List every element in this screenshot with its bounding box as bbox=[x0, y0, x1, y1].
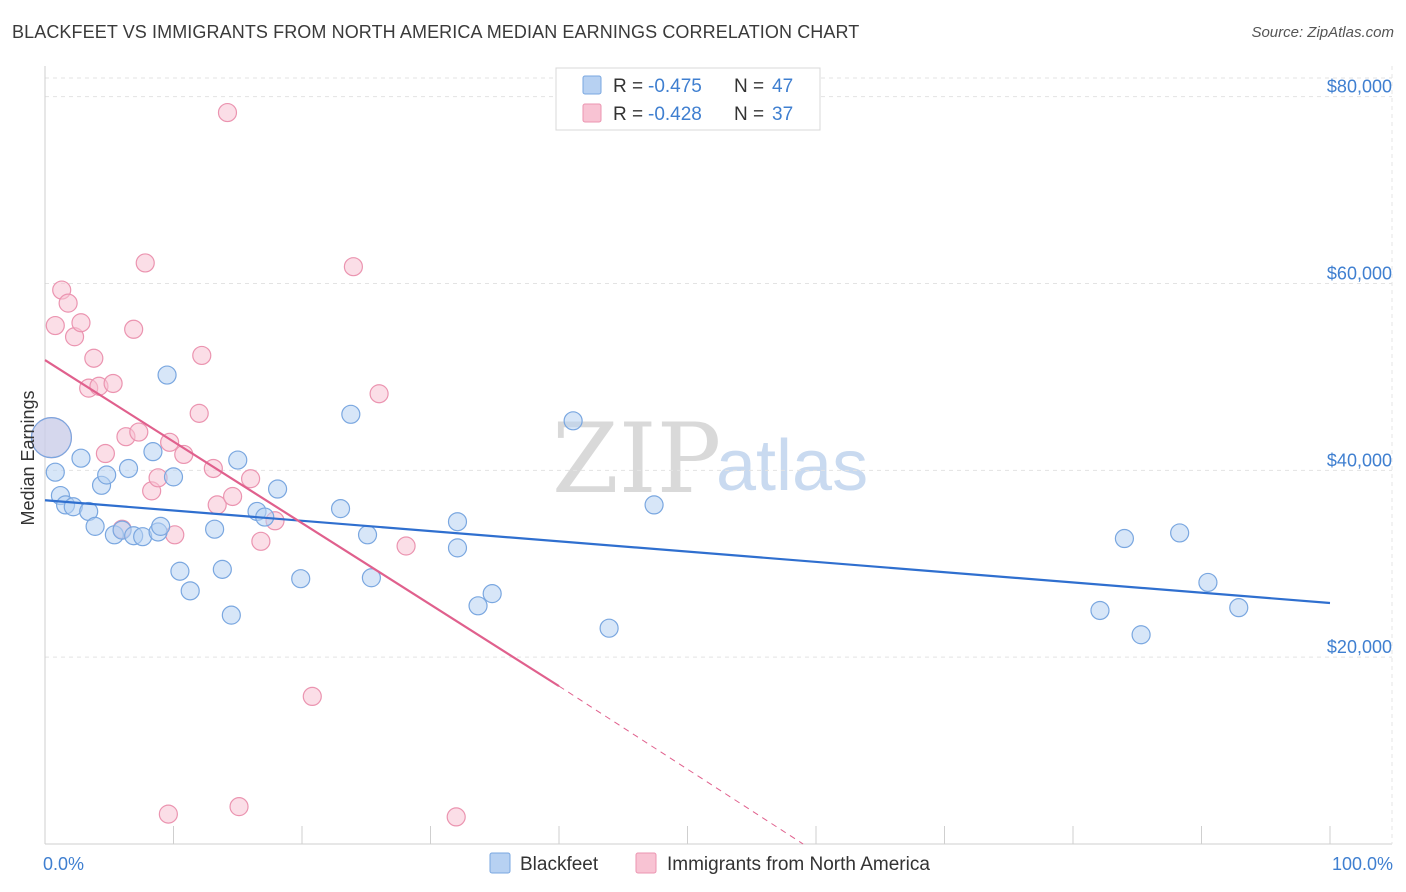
data-point-blackfeet bbox=[267, 479, 288, 499]
data-point-immigrants bbox=[58, 293, 78, 313]
bottom-legend-blackfeet: Blackfeet bbox=[520, 854, 599, 875]
trend-line-immigrants-extension bbox=[558, 685, 804, 845]
data-point-blackfeet bbox=[205, 519, 225, 539]
data-point-blackfeet bbox=[1131, 625, 1151, 645]
data-point-blackfeet bbox=[341, 404, 361, 424]
legend-r-label: R = bbox=[613, 104, 643, 125]
data-point-blackfeet bbox=[1170, 523, 1190, 543]
data-point-blackfeet bbox=[330, 499, 351, 519]
y-tick-label: $60,000 bbox=[1327, 264, 1392, 284]
data-point-blackfeet bbox=[468, 596, 488, 616]
blue-series-points bbox=[30, 365, 1249, 645]
data-point-immigrants bbox=[124, 319, 144, 339]
data-point-immigrants bbox=[343, 257, 363, 277]
x-tick-label: 0.0% bbox=[43, 854, 84, 874]
data-point-blackfeet bbox=[212, 559, 232, 579]
data-point-blackfeet bbox=[599, 618, 619, 638]
data-point-immigrants bbox=[135, 253, 155, 273]
data-point-blackfeet bbox=[1114, 528, 1135, 549]
legend-r-blue: -0.475 bbox=[648, 76, 702, 97]
data-point-immigrants bbox=[192, 345, 212, 366]
data-point-immigrants bbox=[241, 469, 261, 489]
source-label: Source: ZipAtlas.com bbox=[1251, 24, 1394, 41]
trend-lines bbox=[44, 359, 1331, 845]
x-tick-label: 100.0% bbox=[1332, 854, 1393, 874]
data-point-blackfeet bbox=[180, 581, 200, 601]
gridlines bbox=[45, 77, 1392, 658]
data-point-immigrants bbox=[95, 443, 115, 464]
legend-swatch-pink bbox=[582, 103, 602, 123]
data-point-blackfeet bbox=[291, 569, 311, 589]
legend-n-blue: 47 bbox=[772, 76, 793, 97]
data-point-blackfeet bbox=[143, 442, 163, 462]
data-point-immigrants bbox=[45, 315, 65, 336]
watermark: ZIP atlas bbox=[552, 403, 868, 515]
series-legend: Blackfeet Immigrants from North America bbox=[489, 852, 930, 875]
data-point-immigrants bbox=[189, 403, 209, 423]
bottom-legend-swatch-blue bbox=[489, 852, 511, 874]
data-point-immigrants bbox=[217, 102, 238, 123]
y-tick-label: $80,000 bbox=[1327, 77, 1392, 97]
legend-swatch-blue bbox=[582, 75, 602, 95]
axis-ticks: $20,000 $40,000 $60,000 $80,000 0.0% 100.0% bbox=[43, 77, 1393, 874]
data-point-immigrants bbox=[229, 797, 249, 817]
legend-r-label: R = bbox=[613, 76, 643, 97]
data-point-blackfeet bbox=[85, 516, 105, 536]
data-point-blackfeet bbox=[228, 450, 248, 470]
chart-title: BLACKFEET VS IMMIGRANTS FROM NORTH AMERI… bbox=[12, 22, 860, 42]
data-point-blackfeet bbox=[447, 538, 468, 558]
watermark-atlas: atlas bbox=[716, 426, 868, 506]
data-point-blackfeet bbox=[361, 568, 381, 588]
data-point-blackfeet bbox=[157, 365, 177, 385]
legend-r-pink: -0.428 bbox=[648, 104, 702, 125]
data-point-immigrants bbox=[369, 384, 389, 404]
data-point-immigrants bbox=[71, 313, 91, 333]
data-point-immigrants bbox=[223, 486, 243, 507]
data-point-blackfeet bbox=[45, 462, 65, 482]
data-point-blackfeet bbox=[1198, 572, 1218, 593]
data-point-immigrants bbox=[251, 531, 271, 551]
bottom-legend-swatch-pink bbox=[635, 852, 657, 874]
data-point-blackfeet bbox=[221, 605, 241, 625]
trend-line-immigrants bbox=[44, 359, 560, 688]
data-point-blackfeet bbox=[1229, 598, 1249, 618]
data-point-blackfeet bbox=[447, 512, 468, 532]
legend-n-label: N = bbox=[734, 104, 764, 125]
data-point-blackfeet bbox=[71, 448, 91, 468]
data-point-immigrants bbox=[158, 804, 178, 824]
data-point-blackfeet bbox=[170, 561, 190, 581]
data-point-immigrants bbox=[129, 422, 149, 442]
data-point-immigrants bbox=[396, 536, 416, 556]
data-point-immigrants bbox=[160, 432, 180, 452]
trend-line-blackfeet bbox=[44, 499, 1331, 605]
y-axis-label: Median Earnings bbox=[18, 390, 38, 525]
y-tick-label: $40,000 bbox=[1327, 450, 1392, 470]
legend-n-label: N = bbox=[734, 76, 764, 97]
stats-legend: R = -0.475 N = 47 R = -0.428 N = 37 bbox=[555, 67, 821, 131]
data-point-immigrants bbox=[446, 807, 466, 827]
bottom-legend-immigrants: Immigrants from North America bbox=[667, 854, 930, 875]
data-point-blackfeet bbox=[1090, 600, 1110, 621]
data-point-blackfeet bbox=[644, 495, 664, 515]
data-point-blackfeet bbox=[563, 411, 583, 431]
data-point-blackfeet bbox=[357, 525, 378, 545]
data-point-blackfeet bbox=[151, 516, 171, 536]
data-point-immigrants bbox=[103, 373, 123, 394]
pink-series-points bbox=[30, 102, 466, 827]
data-point-immigrants bbox=[84, 348, 104, 368]
y-tick-label: $20,000 bbox=[1327, 637, 1392, 657]
data-point-blackfeet bbox=[163, 467, 184, 487]
legend-n-pink: 37 bbox=[772, 104, 793, 125]
data-point-blackfeet bbox=[97, 465, 117, 485]
data-point-blackfeet bbox=[30, 417, 73, 459]
data-point-blackfeet bbox=[482, 584, 502, 604]
data-point-immigrants bbox=[302, 686, 322, 707]
data-point-blackfeet bbox=[118, 458, 139, 479]
